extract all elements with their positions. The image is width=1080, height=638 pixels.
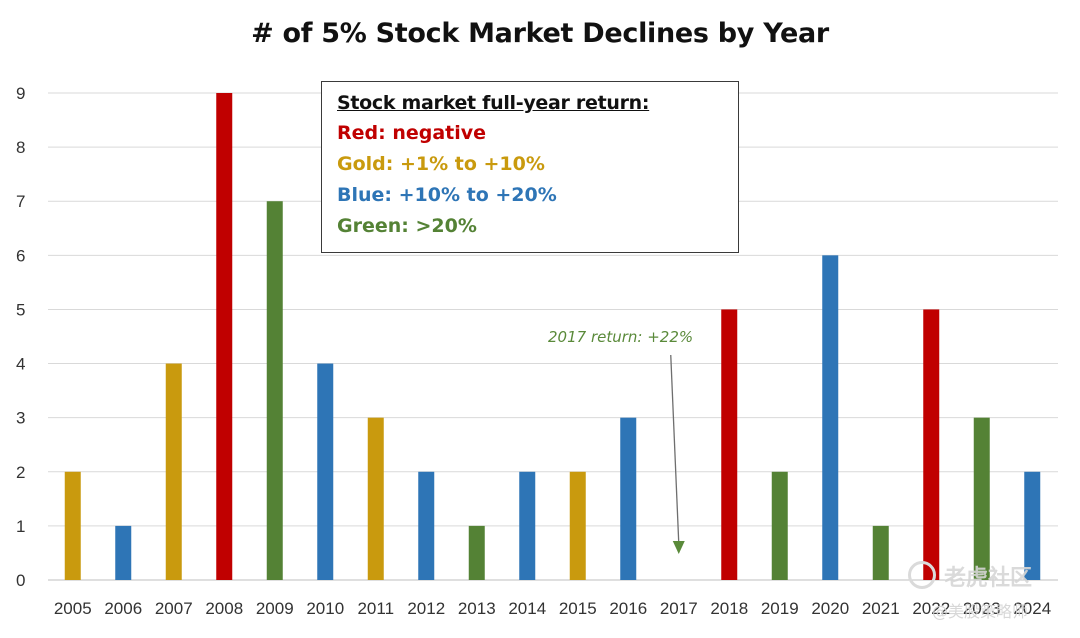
bar-2019 — [771, 471, 788, 580]
x-tick-label: 2019 — [761, 599, 799, 618]
x-tick-label: 2007 — [155, 599, 193, 618]
y-tick-label: 1 — [16, 517, 25, 536]
bar-2018 — [721, 309, 738, 580]
y-tick-label: 3 — [16, 409, 25, 428]
y-tick-label: 8 — [16, 138, 25, 157]
annotation-arrow-line — [670, 354, 680, 543]
x-tick-label: 2024 — [1013, 599, 1051, 618]
x-tick-label: 2010 — [306, 599, 344, 618]
annotation-2017-label: 2017 return: +22% — [548, 328, 694, 346]
x-tick-label: 2018 — [710, 599, 748, 618]
y-tick-label: 0 — [16, 571, 25, 590]
x-tick-label: 2013 — [458, 599, 496, 618]
x-tick-label: 2006 — [104, 599, 142, 618]
y-axis-ticks: 0 1 2 3 4 5 6 7 8 9 — [16, 84, 25, 590]
chart-title: # of 5% Stock Market Declines by Year — [251, 18, 829, 49]
x-axis-ticks: 2005 2006 2007 2008 2009 2010 2011 2012 2013 2014… — [54, 599, 1051, 618]
y-tick-label: 7 — [16, 192, 25, 211]
x-tick-label: 2015 — [559, 599, 597, 618]
bar-2009 — [266, 201, 283, 580]
y-tick-label: 6 — [16, 246, 25, 265]
x-tick-label: 2020 — [811, 599, 849, 618]
bar-2022 — [923, 309, 940, 580]
bar-2006 — [115, 525, 132, 580]
bar-2008 — [216, 93, 233, 580]
bar-2023 — [973, 417, 990, 580]
bar-2007 — [165, 363, 182, 580]
watermark-logo-icon — [908, 561, 936, 589]
x-tick-label: 2012 — [407, 599, 445, 618]
x-tick-label: 2021 — [862, 599, 900, 618]
annotation-arrow-group — [670, 354, 685, 554]
legend-entry-green: Green: >20% — [337, 215, 477, 237]
x-tick-label: 2016 — [609, 599, 647, 618]
legend-heading: Stock market full-year return: — [337, 92, 650, 114]
bar-2013 — [468, 525, 485, 580]
bar-2005 — [64, 471, 81, 580]
annotation-arrowhead — [672, 540, 685, 554]
x-tick-label: 2009 — [256, 599, 294, 618]
y-tick-label: 4 — [16, 355, 25, 374]
x-tick-label: 2008 — [205, 599, 243, 618]
x-tick-label: 2014 — [508, 599, 546, 618]
y-tick-label: 9 — [16, 84, 25, 103]
bars — [64, 93, 1041, 581]
bar-2011 — [367, 417, 384, 580]
watermark-line-2: @美股策略师 — [932, 602, 1029, 621]
bar-2024 — [1024, 471, 1041, 580]
x-tick-label: 2011 — [357, 599, 394, 618]
legend-entry-gold: Gold: +1% to +10% — [337, 153, 545, 175]
legend: Stock market full-year return: Red: nega… — [321, 81, 739, 253]
y-tick-label: 5 — [16, 300, 25, 319]
y-tick-label: 2 — [16, 463, 25, 482]
bar-2014 — [519, 471, 536, 580]
bar-2021 — [872, 525, 889, 580]
x-tick-label: 2022 — [912, 599, 950, 618]
bar-2020 — [822, 255, 839, 581]
bar-2016 — [620, 417, 637, 580]
bar-2012 — [418, 471, 435, 580]
legend-entry-blue: Blue: +10% to +20% — [337, 184, 557, 206]
legend-entry-red: Red: negative — [337, 122, 487, 144]
x-tick-label: 2017 — [660, 599, 698, 618]
x-tick-label: 2005 — [54, 599, 92, 618]
watermark-line-1: 老虎社区 — [944, 566, 1033, 591]
bar-2015 — [569, 471, 586, 580]
bar-2010 — [317, 363, 334, 580]
x-tick-label: 2023 — [963, 599, 1001, 618]
